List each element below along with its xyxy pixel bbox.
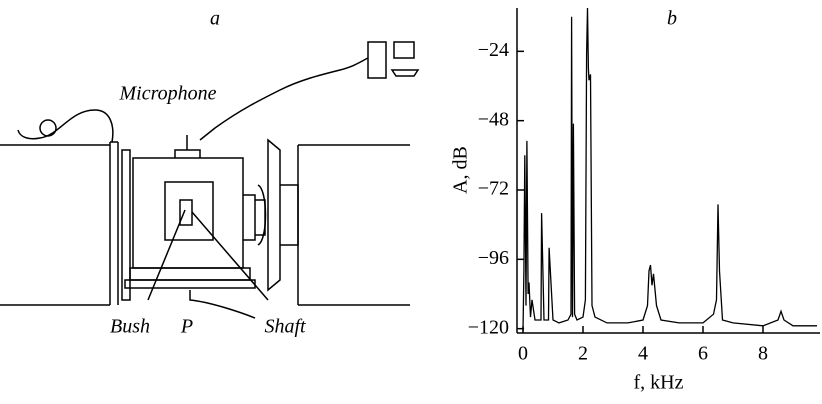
bush-label: Bush [110,316,150,338]
y-axis-label: A, dB [450,146,472,194]
x-axis-label: f, kHz [634,372,684,394]
setup-diagram: a Microphone Bush P Shaft [0,8,420,338]
keyboard [390,69,420,77]
base [129,267,251,281]
x-tick-label: 8 [758,343,768,365]
force-wire [189,290,256,319]
leaders [147,209,269,301]
microphone-label: Microphone [118,83,216,105]
y-tick-label: −72 [478,178,509,200]
y-tick-label: −96 [478,247,509,269]
left-support [0,141,119,306]
bush-holder [164,181,214,241]
flange [267,138,299,292]
x-tick-label: 0 [518,343,528,365]
x-tick-label: 4 [638,343,648,365]
base-plate [124,279,256,289]
force-label: P [180,316,193,338]
x-tick-label: 2 [578,343,588,365]
coil [39,119,57,137]
y-tick-label: −24 [478,39,509,61]
mic-cable [199,57,369,141]
shaft-coupling [243,194,266,241]
motor [297,144,410,306]
y-tick-label: −120 [468,316,509,338]
spectrum-line [522,7,817,332]
computer [367,41,387,79]
cable [17,109,114,143]
shaft-label: Shaft [264,316,306,338]
rotation-arrow [257,184,267,246]
monitor [393,41,415,59]
plate [121,149,131,301]
panel-label: a [210,8,220,30]
y-tick-label: −48 [478,108,509,130]
panel-label: b [667,8,677,30]
x-tick-label: 6 [698,343,708,365]
mic-mount [174,135,201,158]
bush-part [179,199,193,226]
